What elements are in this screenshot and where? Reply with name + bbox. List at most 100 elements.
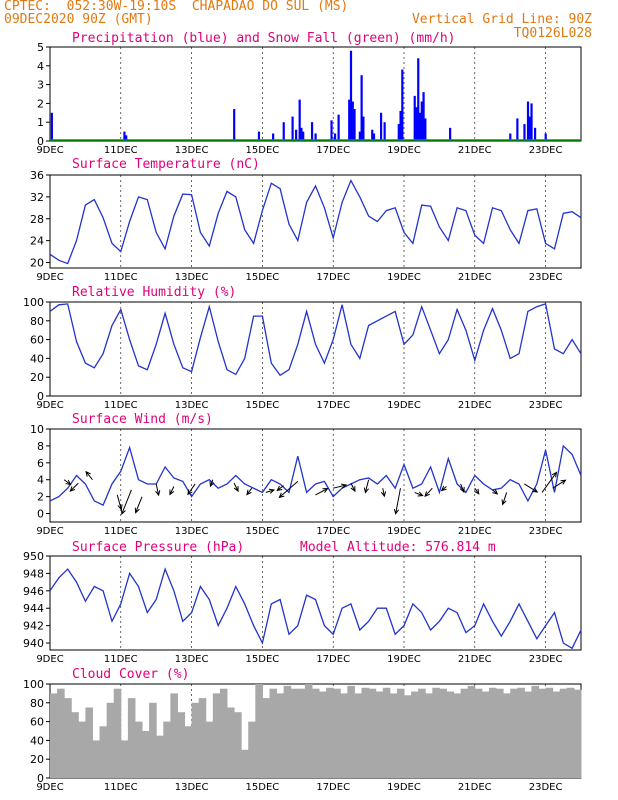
precip-bar — [233, 109, 236, 141]
wind-arrow — [364, 479, 370, 493]
cloud-cover-bar — [241, 749, 249, 778]
precip-bar — [291, 116, 294, 141]
cloud-cover-bar — [120, 740, 129, 778]
precip-bar — [282, 122, 285, 141]
x-tick-label: 21DEC — [458, 654, 492, 665]
y-tick-label: 3 — [37, 79, 44, 92]
x-tick-label: 17DEC — [316, 782, 350, 793]
wind-arrow-head — [209, 481, 215, 488]
wind-arrow-head — [69, 486, 76, 492]
wind-arrow — [69, 482, 79, 492]
cloud-cover-bar — [78, 721, 86, 778]
cloud-cover-bar — [333, 688, 341, 778]
x-tick-label: 21DEC — [458, 272, 492, 283]
x-tick-label: 17DEC — [316, 272, 350, 283]
cloud-cover-bar — [234, 712, 242, 778]
panel-6: 0 20 40 60 80 100 9DEC 11DEC 13DEC 15DEC 17DEC 19DE… — [23, 667, 582, 793]
x-tick-label: 23DEC — [529, 145, 563, 156]
cloud-cover-bar — [481, 691, 490, 778]
wind-arrow-head — [492, 489, 499, 495]
cloud-cover-bar — [219, 688, 228, 778]
x-tick-label: 11DEC — [104, 145, 138, 156]
x-tick-label: 13DEC — [175, 782, 209, 793]
wind-arrow-head — [474, 488, 480, 495]
cloud-cover-bar — [99, 726, 108, 778]
header-model-id: TQ0126L028 — [513, 26, 592, 41]
panel-frame — [49, 46, 582, 142]
precip-bar — [50, 112, 53, 141]
x-tick-label: 19DEC — [387, 272, 421, 283]
cloud-cover-bar — [389, 693, 398, 778]
x-tick-label: 13DEC — [175, 272, 209, 283]
wind-arrow — [169, 486, 175, 495]
wind-arrow-head — [134, 507, 140, 514]
precip-bar — [302, 131, 305, 141]
panel-title: Precipitation (blue) and Snow Fall (gree… — [72, 31, 456, 46]
panel-title: Surface Temperature (nC) — [72, 157, 260, 172]
precip-bar — [372, 133, 376, 141]
x-tick-label: 15DEC — [246, 272, 280, 283]
precip-bar — [397, 124, 400, 141]
x-tick-label: 23DEC — [529, 272, 563, 283]
x-tick-label: 11DEC — [104, 400, 138, 411]
cloud-cover-bar — [198, 698, 207, 778]
wind-arrow — [155, 483, 160, 496]
wind-arrow-head — [560, 479, 567, 485]
x-tick-label: 19DEC — [387, 400, 421, 411]
cloud-cover-bar — [85, 707, 93, 778]
precip-bar — [125, 135, 128, 141]
cloud-cover-bar — [170, 693, 178, 778]
x-tick-label: 9DEC — [36, 526, 63, 537]
cloud-cover-bar — [163, 721, 171, 778]
wind-arrow-head — [278, 492, 285, 499]
cloud-cover-bar — [573, 689, 582, 778]
y-tick-label: 944 — [23, 602, 44, 615]
y-tick-label: 40 — [30, 734, 44, 747]
cloud-cover-bar — [411, 691, 419, 778]
panel-frame — [49, 301, 582, 397]
precip-bar — [349, 50, 353, 142]
y-tick-label: 20 — [30, 257, 44, 270]
precip-bar — [528, 116, 531, 141]
wind-arrow-head — [440, 485, 447, 492]
y-tick-label: 2 — [37, 97, 44, 110]
x-tick-label: 15DEC — [246, 145, 280, 156]
wind-arrow-head — [424, 491, 430, 498]
precip-bar — [362, 116, 365, 141]
wind-arrow — [187, 483, 196, 495]
precip-bar — [530, 103, 533, 141]
series-line — [49, 303, 582, 377]
cloud-cover-bar — [311, 688, 320, 778]
precip-bar — [417, 58, 420, 141]
cloud-cover-bar — [488, 687, 497, 778]
wind-arrow-head — [417, 491, 424, 497]
precip-bar — [523, 124, 526, 141]
cloud-cover-bar — [418, 688, 426, 778]
wind-arrow — [502, 492, 508, 505]
wind-arrow — [350, 482, 356, 492]
wind-arrow — [424, 487, 433, 497]
panel-frame — [49, 555, 582, 651]
header-date: 09DEC2020 90Z (GMT) — [4, 12, 153, 27]
precip-bar — [351, 101, 354, 141]
x-tick-label: 13DEC — [175, 145, 209, 156]
x-tick-label: 11DEC — [104, 782, 138, 793]
header-grid-line-note: Vertical Grid Line: 90Z — [411, 12, 592, 27]
y-tick-label: 36 — [30, 169, 44, 182]
cloud-cover-bar — [156, 735, 164, 778]
cloud-cover-bar — [368, 688, 377, 778]
y-tick-label: 946 — [23, 585, 44, 598]
cloud-cover-bar — [559, 688, 568, 778]
panel-4: 0 2 4 6 8 10 9DEC 11DEC 13DEC 15DEC 17DEC 19DEC 21DE… — [30, 412, 582, 537]
wind-arrow — [315, 488, 328, 496]
cloud-cover-bar — [524, 691, 532, 778]
wind-arrow-head — [268, 488, 276, 494]
wind-arrow-head — [246, 489, 252, 496]
wind-arrow-head — [85, 470, 91, 477]
wind-arrow-head — [551, 471, 558, 478]
cloud-cover-bar — [460, 688, 469, 778]
cloud-cover-bar — [191, 702, 200, 778]
cloud-cover-bar — [142, 731, 150, 778]
wind-arrow-head — [350, 486, 356, 493]
